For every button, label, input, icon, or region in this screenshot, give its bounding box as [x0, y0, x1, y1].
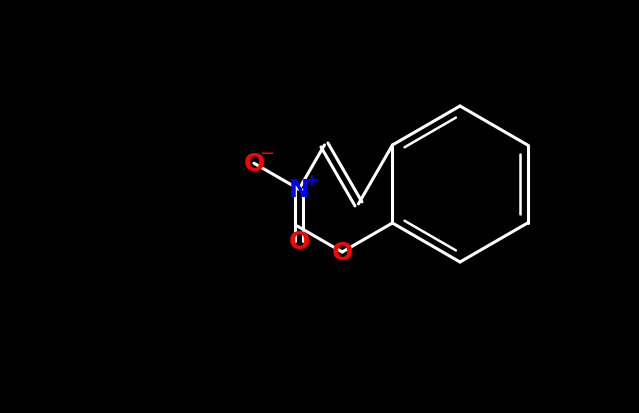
Text: O: O — [332, 240, 353, 264]
Text: +: + — [304, 172, 318, 190]
Text: O: O — [288, 230, 309, 254]
Text: O: O — [243, 152, 265, 176]
Text: N: N — [289, 178, 309, 202]
Text: −: − — [259, 145, 275, 163]
